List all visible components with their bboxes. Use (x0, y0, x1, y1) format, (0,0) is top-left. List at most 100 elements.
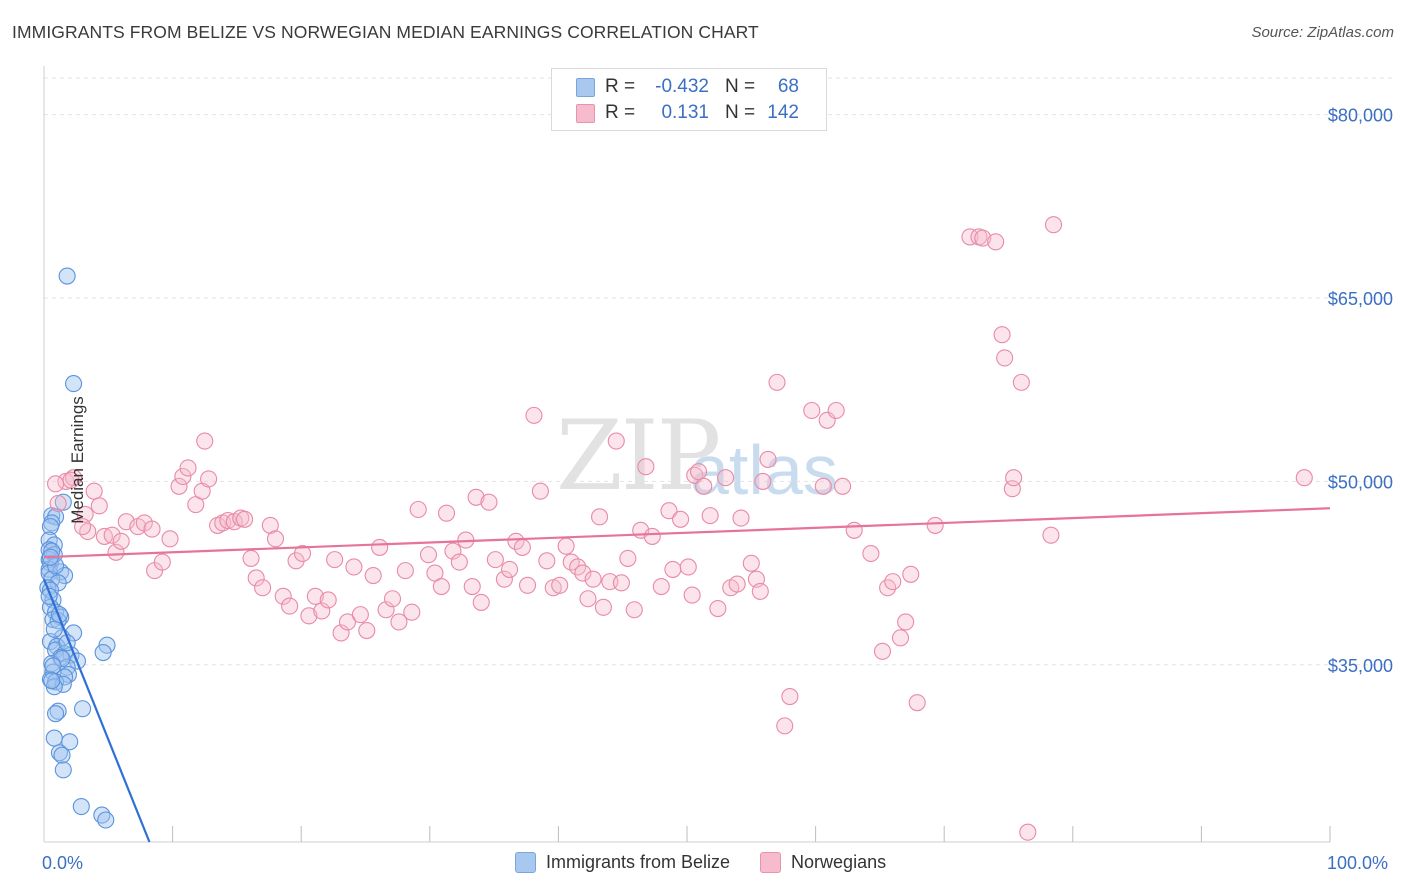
norwegian-point (664, 560, 682, 578)
norwegian-point (247, 569, 265, 587)
belize-point (65, 375, 83, 393)
norwegian-point (300, 607, 318, 625)
norwegian-point (660, 502, 678, 520)
norwegian-point (507, 532, 525, 550)
norwegian-trend-line (43, 507, 1331, 559)
norwegian-point (845, 521, 863, 539)
norwegian-point (961, 228, 979, 246)
norwegian-point (701, 507, 719, 525)
series-legend-norwegians[interactable]: Norwegians (760, 852, 886, 873)
norwegian-point (862, 544, 880, 563)
belize-point (45, 729, 63, 747)
norwegian-point (557, 537, 575, 555)
legend-n-value: 142 (767, 102, 799, 123)
belize-point (47, 705, 65, 723)
legend-row-belize: R = -0.432 N = 68 (576, 75, 799, 99)
norwegian-point (219, 511, 237, 530)
norwegian-point (531, 482, 549, 500)
norwegian-point (754, 472, 772, 490)
norwegian-point (1295, 469, 1313, 487)
norwegian-point (174, 467, 192, 486)
y-tick-label: $35,000 (1328, 656, 1393, 676)
norwegian-point (419, 546, 438, 564)
norwegian-point (591, 508, 609, 526)
y-axis-label: Median Earnings (67, 396, 87, 524)
norwegian-point (584, 570, 602, 588)
norwegian-point (637, 458, 655, 476)
belize-point (45, 620, 63, 638)
norwegian-point (236, 510, 254, 528)
norwegian-point (652, 577, 670, 596)
norwegian-point (332, 624, 350, 642)
norwegian-point (313, 602, 331, 620)
watermark-zip: ZIP (556, 400, 721, 512)
norwegian-point (161, 530, 179, 548)
norwegian-point (170, 477, 188, 495)
norwegian-point (143, 520, 161, 538)
norwegian-point (814, 477, 832, 495)
norwegian-point (987, 233, 1005, 251)
norwegian-point (732, 509, 750, 527)
norwegian-point (781, 687, 799, 706)
norwegian-point (49, 494, 67, 512)
norwegian-point (594, 598, 612, 616)
norwegian-point (437, 504, 456, 522)
belize-point (53, 746, 71, 764)
legend-n-value: 68 (777, 76, 799, 97)
y-tick-label: $50,000 (1328, 472, 1393, 492)
norwegian-point (1044, 216, 1063, 234)
norwegian-point (902, 565, 920, 583)
norwegian-point (908, 694, 926, 712)
norwegian-point (974, 229, 992, 247)
norwegian-point (751, 582, 769, 600)
norwegian-point (112, 532, 130, 550)
norwegian-point (495, 570, 513, 588)
norwegian-point (486, 551, 504, 569)
norwegian-point (409, 500, 427, 519)
norwegian-point (79, 522, 97, 541)
belize-point (50, 744, 68, 762)
norwegian-point (358, 621, 376, 640)
series-legend: Immigrants from Belize Norwegians (515, 852, 916, 873)
norwegian-point (683, 586, 701, 604)
norwegian-point (884, 573, 902, 591)
norwegian-point (383, 590, 402, 608)
norwegian-point (996, 349, 1014, 367)
norwegian-point (579, 590, 597, 608)
correlation-legend: R = -0.432 N = 68 R = 0.131 N = 142 (551, 68, 827, 131)
norwegian-point (759, 450, 777, 468)
norwegian-point (47, 475, 65, 493)
norwegian-point (993, 326, 1011, 344)
belize-point (72, 798, 90, 816)
legend-n-label: N = (725, 102, 756, 123)
series-legend-label: Immigrants from Belize (546, 852, 731, 872)
norwegian-point (319, 591, 337, 609)
norwegian-point (742, 554, 760, 572)
norwegian-point (690, 463, 708, 481)
series-swatch-belize (515, 852, 536, 873)
series-legend-label: Norwegians (791, 852, 887, 872)
norwegian-point (518, 576, 537, 594)
norwegian-point (326, 551, 344, 569)
norwegian-point (525, 406, 543, 424)
norwegian-point (242, 549, 260, 567)
y-tick-label: $65,000 (1328, 289, 1393, 309)
norwegian-point (728, 575, 746, 593)
norwegian-point (1012, 373, 1030, 391)
norwegian-point (1042, 526, 1060, 544)
norwegian-point (472, 593, 490, 611)
norwegian-point (834, 477, 852, 495)
norwegian-point (574, 564, 592, 582)
norwegian-point (338, 613, 357, 631)
belize-point (54, 761, 72, 779)
legend-swatch-belize (576, 77, 595, 97)
belize-point (43, 672, 61, 690)
legend-r-label: R = (605, 76, 636, 97)
norwegian-point (463, 577, 481, 596)
belize-point (41, 518, 59, 536)
series-legend-belize[interactable]: Immigrants from Belize (515, 852, 730, 873)
norwegian-point (467, 488, 485, 506)
norwegian-point (364, 566, 382, 585)
norwegian-point (74, 518, 92, 536)
norwegian-point (709, 599, 727, 618)
